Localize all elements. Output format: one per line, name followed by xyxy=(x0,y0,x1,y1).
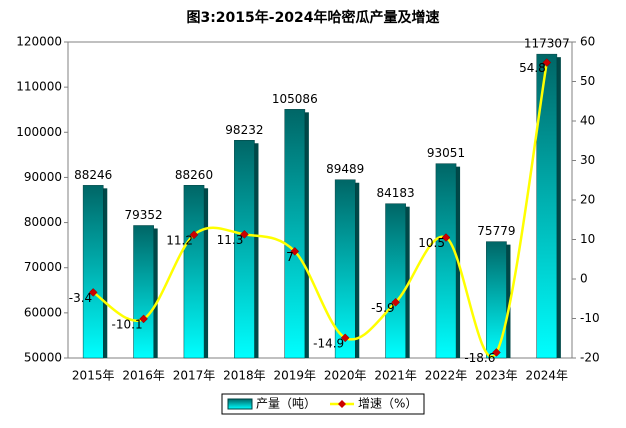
growth-value-label: 10.5 xyxy=(418,236,445,250)
x-tick-label: 2023年 xyxy=(475,369,518,383)
growth-marker xyxy=(88,288,98,297)
growth-marker xyxy=(391,297,400,307)
growth-value-label: -14.9 xyxy=(313,336,344,350)
y-tick-label: 90000 xyxy=(24,170,62,184)
bar-value-label: 79352 xyxy=(125,208,163,222)
growth-value-label: 54.8 xyxy=(519,61,546,75)
growth-marker xyxy=(290,246,300,256)
y-tick-label: 100000 xyxy=(16,125,62,139)
growth-marker xyxy=(139,314,148,324)
y-tick-label: 50000 xyxy=(24,351,62,365)
x-tick-label: 2022年 xyxy=(425,369,468,383)
growth-value-label: 7 xyxy=(286,250,294,264)
x-tick-label: 2019年 xyxy=(274,369,317,383)
y2-tick-label: 0 xyxy=(580,272,588,286)
bar xyxy=(133,225,154,359)
y-tick-label: 70000 xyxy=(24,260,62,274)
bar xyxy=(82,185,104,359)
bar-value-label: 88260 xyxy=(175,168,213,182)
legend-marker xyxy=(338,400,346,408)
growth-value-label: 11.3 xyxy=(217,233,244,247)
x-tick-label: 2015年 xyxy=(72,369,115,383)
growth-value-label: 11.2 xyxy=(166,233,193,247)
x-tick-label: 2016年 xyxy=(122,369,165,383)
y-tick-label: 80000 xyxy=(24,215,62,229)
growth-marker xyxy=(441,233,451,242)
y2-tick-label: -20 xyxy=(580,351,600,365)
bar-value-label: 88246 xyxy=(74,168,112,182)
legend xyxy=(221,393,425,415)
bar xyxy=(486,241,507,359)
y2-tick-label: 20 xyxy=(580,193,595,207)
x-tick-label: 2018年 xyxy=(223,369,266,383)
bar xyxy=(435,163,457,359)
bar-value-label: 75779 xyxy=(477,224,515,238)
y2-tick-label: 60 xyxy=(580,35,595,49)
growth-marker xyxy=(240,230,249,239)
y2-tick-label: 10 xyxy=(580,232,595,246)
y-tick-label: 120000 xyxy=(16,35,62,49)
y2-tick-label: 30 xyxy=(580,153,595,167)
bar xyxy=(183,185,205,359)
bar-value-label: 93051 xyxy=(427,146,465,160)
legend-box xyxy=(221,393,425,415)
growth-marker xyxy=(542,58,552,67)
bar xyxy=(334,179,356,359)
growth-value-label: -3.4 xyxy=(69,291,92,305)
y-tick-label: 110000 xyxy=(16,80,62,94)
y-tick-label: 60000 xyxy=(24,305,62,319)
chart-title: 图3:2015年-2024年哈密瓜产量及增速 xyxy=(186,9,439,26)
bar-value-label: 105086 xyxy=(272,92,318,106)
y2-tick-label: -10 xyxy=(580,311,600,325)
growth-marker xyxy=(189,230,199,240)
y2-tick-label: 40 xyxy=(580,114,595,128)
bar-value-label: 98232 xyxy=(225,123,263,137)
growth-marker xyxy=(340,333,350,343)
bar xyxy=(284,109,306,359)
growth-value-label: -10.1 xyxy=(112,317,143,331)
x-tick-label: 2017年 xyxy=(173,369,216,383)
x-tick-label: 2021年 xyxy=(374,369,417,383)
x-tick-label: 2024年 xyxy=(526,369,569,383)
legend-label: 产量（吨） xyxy=(256,397,316,411)
bar-value-label: 117307 xyxy=(524,37,570,51)
bar xyxy=(536,53,558,359)
legend-swatch xyxy=(227,398,253,410)
growth-marker xyxy=(492,348,501,357)
legend-label: 增速（%） xyxy=(358,397,417,411)
x-tick-label: 2020年 xyxy=(324,369,367,383)
growth-value-label: -18.6 xyxy=(464,351,495,365)
bar xyxy=(385,203,406,359)
bar-value-label: 89489 xyxy=(326,162,364,176)
y2-tick-label: 50 xyxy=(580,74,595,88)
bar xyxy=(234,140,255,359)
bar-value-label: 84183 xyxy=(377,186,415,200)
growth-value-label: -5.9 xyxy=(371,301,394,315)
